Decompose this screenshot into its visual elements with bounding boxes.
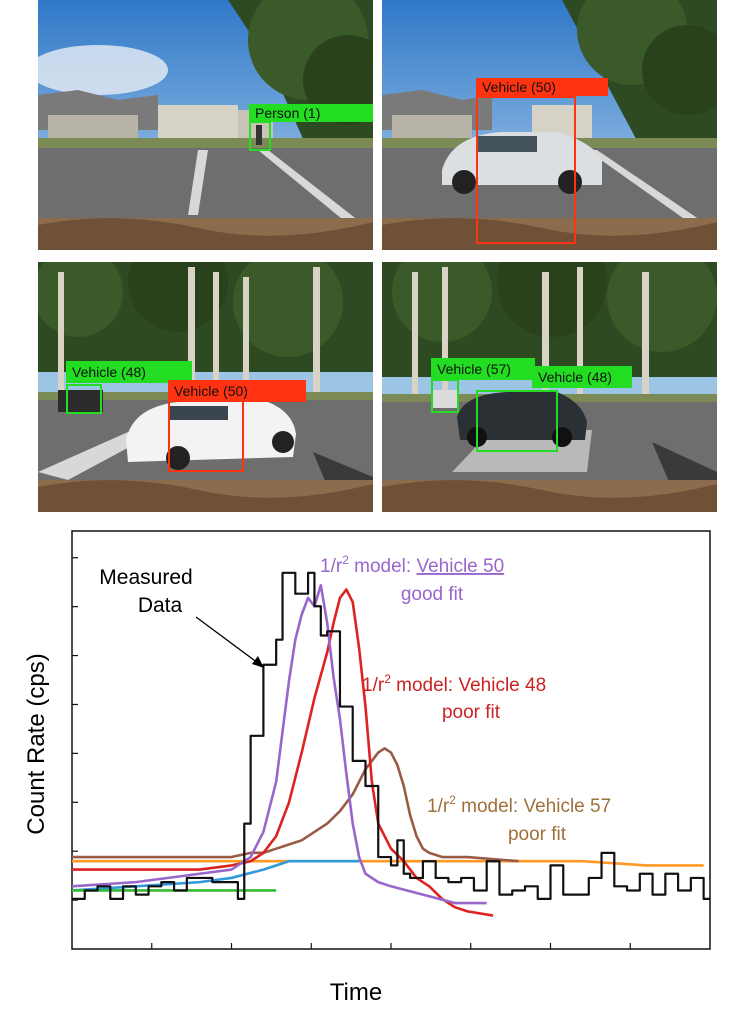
x-axis-ticks (151, 943, 631, 949)
series-model-v48 (72, 588, 494, 917)
street-scene-image (382, 262, 717, 512)
detection-label-vehicle-48: Vehicle (48) (532, 366, 632, 388)
annotation-measured-data-line1: Measured (99, 566, 192, 589)
series-background-orange (72, 859, 704, 867)
annotation-v50-verdict: good fit (401, 584, 464, 605)
detection-label-vehicle-57: Vehicle (57) (431, 358, 535, 380)
detection-box-vehicle-50 (168, 400, 244, 472)
street-scene-image (38, 0, 373, 250)
detection-box-vehicle-50 (476, 96, 576, 244)
x-axis-label: Time (330, 979, 382, 1006)
detection-label-vehicle-50: Vehicle (50) (168, 380, 306, 402)
camera-frame-3: Vehicle (48) Vehicle (50) (38, 262, 373, 512)
detection-box-vehicle-48 (476, 390, 558, 452)
annotation-v48-verdict: poor fit (442, 702, 501, 723)
series-layer (71, 571, 710, 917)
series-background-blue (71, 859, 360, 892)
series-measured (72, 571, 710, 900)
annotation-v50-model: 1/r2 model: Vehicle 50 (320, 553, 504, 577)
annotation-v57-model: 1/r2 model: Vehicle 57 (427, 793, 611, 817)
detection-box-vehicle-48 (66, 384, 102, 414)
y-axis-ticks (72, 557, 78, 901)
camera-frame-1: Person (1) (38, 0, 373, 250)
detection-box-vehicle-57 (431, 379, 459, 413)
y-axis-label: Count Rate (cps) (23, 653, 50, 834)
count-rate-chart: Count Rate (cps) Time Measured Data 1/r2… (23, 530, 711, 1006)
detection-box-person (249, 121, 271, 151)
annotation-measured-data-line2: Data (138, 594, 183, 617)
series-model-v50 (71, 584, 487, 905)
detection-label-vehicle-48: Vehicle (48) (66, 361, 192, 383)
annotation-v48-model: 1/r2 model: Vehicle 48 (362, 672, 546, 696)
annotation-v57-verdict: poor fit (508, 824, 567, 845)
camera-frame-4: Vehicle (57) Vehicle (48) (382, 262, 717, 512)
annotation-arrowhead (252, 656, 264, 668)
detection-label-vehicle-50: Vehicle (50) (476, 78, 608, 96)
annotation-arrow-line (195, 616, 263, 667)
street-scene-image (382, 0, 717, 250)
camera-frame-2: Vehicle (50) (382, 0, 717, 250)
detection-label-person: Person (1) (249, 104, 373, 122)
